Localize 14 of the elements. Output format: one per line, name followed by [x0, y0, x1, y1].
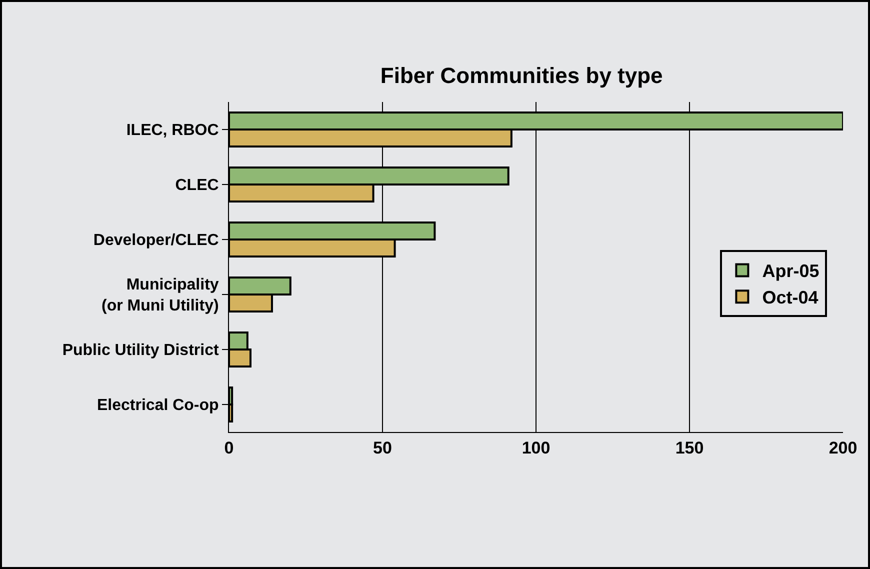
x-tick-label: 50 [373, 438, 392, 458]
x-tick-label: 100 [522, 438, 550, 458]
y-tick-label: Municipality (or Muni Utility) [101, 276, 219, 314]
y-tick-label: Public Utility District [62, 342, 220, 360]
y-tick-label: Developer/CLEC [93, 232, 220, 250]
y-tick-label: ILEC, RBOC [126, 122, 220, 140]
y-tick-label: CLEC [175, 177, 220, 194]
chart-title: Fiber Communities by type [380, 63, 663, 88]
legend-label: Apr-05 [762, 261, 820, 282]
x-tick-label: 150 [675, 438, 704, 458]
x-tick-label: 200 [828, 438, 858, 458]
x-tick-label: 0 [224, 438, 234, 458]
legend-label: Oct-04 [762, 288, 818, 308]
y-tick-label: Electrical Co-op [96, 397, 220, 414]
